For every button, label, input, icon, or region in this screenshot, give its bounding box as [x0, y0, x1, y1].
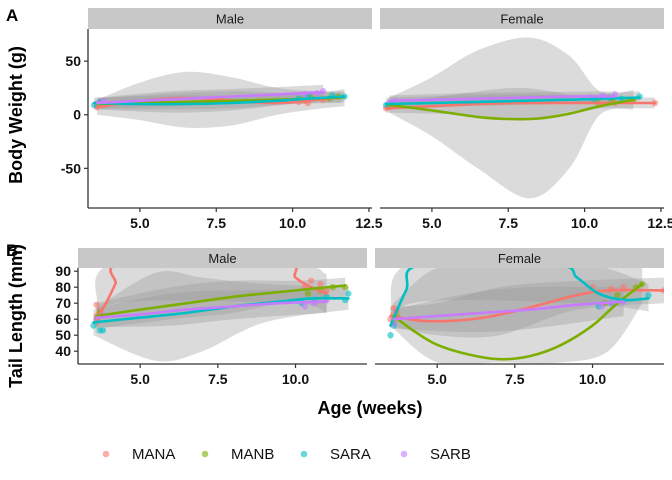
- y-tick-label: 80: [55, 279, 71, 295]
- legend-key: [201, 450, 209, 458]
- plot-a-tag: A: [6, 6, 18, 25]
- fit-line-sara: [384, 96, 641, 106]
- confidence-band-manb: [393, 268, 643, 364]
- facet-strip-label: Male: [216, 12, 244, 27]
- legend-item-mana: MANA: [102, 446, 175, 463]
- data-point-sarb: [301, 303, 309, 310]
- x-tick-label: 5.0: [427, 371, 447, 387]
- data-point-sara: [387, 332, 394, 339]
- x-tick-label: 7.5: [207, 215, 227, 231]
- facet-strip: [88, 8, 372, 29]
- fit-line-sarb: [95, 90, 325, 105]
- facet-strip-label: Male: [208, 251, 236, 266]
- panel-marks: [382, 37, 659, 199]
- facet-strip: [380, 8, 664, 29]
- x-tick-label: 10.0: [571, 215, 598, 231]
- x-axis-title: Age (weeks): [317, 398, 422, 418]
- x-tick-label: 7.5: [208, 371, 228, 387]
- y-tick-label: 0: [73, 107, 81, 123]
- legend-label: SARA: [330, 446, 371, 463]
- fit-line-sarb: [387, 95, 617, 103]
- x-tick-label: 7.5: [499, 215, 519, 231]
- y-tick-label: 40: [55, 343, 71, 359]
- plot-a-y-axis-title: Body Weight (g): [6, 46, 26, 184]
- legend-label: SARB: [430, 446, 471, 463]
- x-tick-label: 10.0: [279, 215, 306, 231]
- facet-panel-female: Female 5.0 7.5 10.0 12.5: [380, 8, 672, 231]
- y-tick-label: 60: [55, 311, 71, 327]
- y-tick-label: 50: [65, 53, 81, 69]
- plot-a-body-weight: Male 5.0 7.5 10.0 12.5 Female 5.0 7.5 10.0 12.5 -5…: [61, 8, 672, 231]
- y-tick-label: 70: [55, 295, 71, 311]
- plot-b-tag: B: [6, 241, 18, 260]
- x-tick-label: 12.5: [647, 215, 672, 231]
- fit-line-sarb: [95, 300, 328, 319]
- fit-line-mana: [95, 268, 328, 321]
- data-point-mana: [317, 280, 324, 288]
- data-point-mana: [307, 277, 315, 284]
- plot-b-y-axis-title: Tail Length (mm): [6, 244, 26, 388]
- data-point-manb: [614, 292, 621, 299]
- legend: MANA MANB SARA SARB: [102, 446, 471, 463]
- facet-strip: [375, 248, 664, 268]
- legend-label: MANB: [231, 446, 274, 463]
- data-point-sarb: [598, 303, 606, 310]
- fit-line-sara: [389, 268, 650, 327]
- plot-b-tail-length: Male 5.0 7.5 10.0 Female 5.0 7.5 10.0 4050607080…: [55, 248, 664, 387]
- y-tick-label: 50: [55, 327, 71, 343]
- x-tick-label: 12.5: [355, 215, 382, 231]
- data-point-sara: [345, 290, 352, 297]
- legend-key: [300, 450, 308, 458]
- panel-marks: [387, 268, 664, 364]
- panel-marks: [90, 268, 352, 362]
- x-tick-label: 5.0: [422, 215, 442, 231]
- confidence-band-sara: [390, 268, 649, 342]
- confidence-band-mana: [95, 268, 327, 336]
- x-tick-label: 5.0: [130, 215, 150, 231]
- x-tick-label: 7.5: [505, 371, 525, 387]
- fit-line-sara: [92, 95, 346, 106]
- data-point-mana: [93, 301, 100, 308]
- facet-panel-female: Female 5.0 7.5 10.0: [375, 248, 664, 387]
- x-tick-label: 5.0: [130, 371, 150, 387]
- data-point-sara: [99, 327, 107, 334]
- fit-line-manb: [387, 98, 635, 121]
- panel-marks: [90, 71, 348, 128]
- legend-key: [400, 450, 408, 458]
- legend-item-sarb: SARB: [400, 446, 471, 463]
- legend-item-sara: SARA: [300, 446, 371, 463]
- y-tick-label: 90: [55, 263, 71, 279]
- fit-line-manb: [95, 284, 347, 318]
- facet-panel-male: Male 5.0 7.5 10.0: [77, 248, 367, 387]
- legend-key: [102, 450, 110, 458]
- confidence-band-sara: [93, 271, 349, 362]
- y-tick-label: -50: [61, 160, 81, 176]
- data-point-sara: [645, 292, 652, 299]
- data-point-manb: [304, 290, 312, 297]
- legend-item-manb: MANB: [201, 446, 274, 463]
- facet-strip-label: Female: [500, 12, 543, 27]
- x-tick-label: 10.0: [579, 371, 606, 387]
- fit-line-sarb: [392, 300, 625, 321]
- legend-label: MANA: [132, 446, 175, 463]
- facet-panel-male: Male 5.0 7.5 10.0 12.5: [87, 8, 383, 231]
- facet-strip-label: Female: [498, 251, 541, 266]
- x-tick-label: 10.0: [282, 371, 309, 387]
- data-point-sara: [90, 322, 97, 329]
- fit-line-manb: [392, 282, 644, 361]
- panel-background: [88, 29, 372, 208]
- facet-strip: [78, 248, 367, 268]
